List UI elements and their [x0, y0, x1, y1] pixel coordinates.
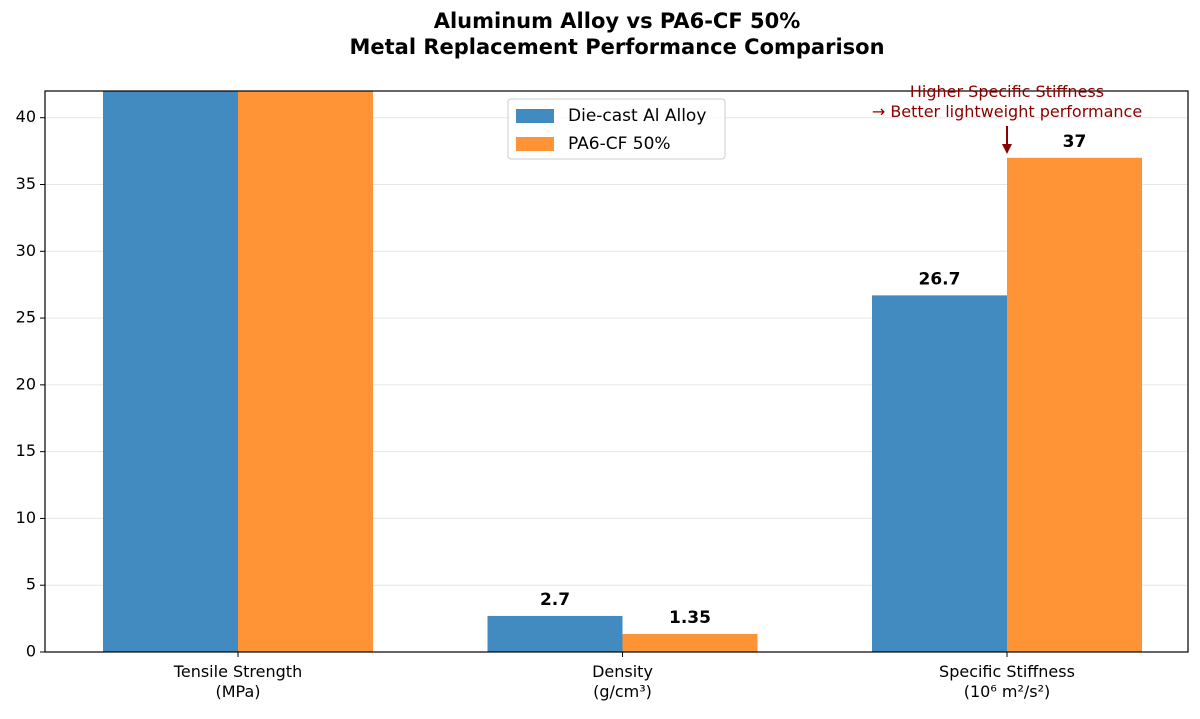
- bar: [103, 91, 238, 652]
- legend-box: [507, 98, 726, 160]
- y-tick-label: 15: [16, 441, 36, 460]
- annotation-arrowhead: [1002, 144, 1012, 154]
- x-tick-label: Specific Stiffness (10⁶ m²/s²): [939, 662, 1075, 701]
- legend-label: PA6-CF 50%: [568, 134, 671, 154]
- legend-swatch: [516, 137, 554, 151]
- value-label: 1.35: [669, 608, 711, 628]
- legend-label: Die-cast Al Alloy: [568, 106, 706, 126]
- bar: [238, 91, 373, 652]
- plot-frame: [44, 90, 1189, 653]
- bar: [1007, 157, 1142, 652]
- value-label: 37: [1063, 132, 1087, 152]
- y-tick-label: 10: [16, 508, 36, 527]
- value-label: 26.7: [919, 269, 961, 289]
- y-tick-label: 20: [16, 374, 36, 393]
- y-tick-label: 25: [16, 308, 36, 327]
- annotation: Higher Specific Stiffness → Better lightw…: [872, 82, 1142, 121]
- y-tick-label: 40: [16, 107, 36, 126]
- legend-swatch: [516, 109, 554, 123]
- x-tick-label: Density (g/cm³): [592, 662, 653, 701]
- bar: [872, 295, 1007, 652]
- y-tick-label: 0: [26, 642, 36, 661]
- y-tick-label: 35: [16, 174, 36, 193]
- chart-title: Aluminum Alloy vs PA6-CF 50% Metal Replac…: [349, 9, 884, 59]
- value-label: 2.7: [540, 590, 570, 610]
- y-tick-label: 5: [26, 575, 36, 594]
- y-tick-label: 30: [16, 241, 36, 260]
- x-tick-label: Tensile Strength (MPa): [173, 662, 302, 701]
- bar: [487, 615, 623, 652]
- bar: [622, 633, 758, 652]
